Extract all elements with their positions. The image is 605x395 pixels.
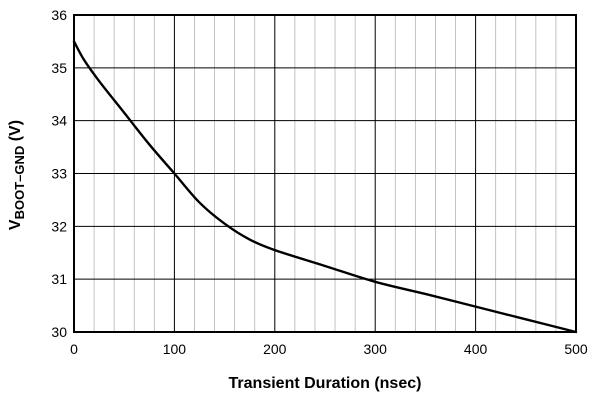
major-gridlines <box>74 15 576 332</box>
x-tick-label: 100 <box>163 341 187 357</box>
y-tick-label: 34 <box>51 113 67 129</box>
x-tick-label: 200 <box>263 341 287 357</box>
y-axis-title-suffix: (V) <box>7 120 24 146</box>
y-tick-label: 32 <box>51 218 67 234</box>
y-tick-label: 30 <box>51 324 67 340</box>
y-tick-label: 36 <box>51 7 67 23</box>
y-axis-tick-labels: 30 31 32 33 34 35 36 <box>51 7 67 340</box>
x-axis-tick-labels: 0 100 200 300 400 500 <box>70 341 588 357</box>
y-axis-title: VBOOT–GND (V) <box>7 120 27 230</box>
x-tick-label: 300 <box>364 341 388 357</box>
x-tick-label: 500 <box>564 341 588 357</box>
y-axis-title-prefix: V <box>7 219 24 230</box>
x-tick-label: 0 <box>70 341 78 357</box>
y-tick-label: 35 <box>51 60 67 76</box>
series-line <box>72 40 578 334</box>
y-axis-title-subscript: BOOT–GND <box>12 146 27 220</box>
plot-frame <box>73 14 577 333</box>
y-tick-label: 33 <box>51 166 67 182</box>
x-tick-label: 400 <box>464 341 488 357</box>
y-tick-label: 31 <box>51 271 67 287</box>
x-axis-title: Transient Duration (nsec) <box>229 375 422 392</box>
